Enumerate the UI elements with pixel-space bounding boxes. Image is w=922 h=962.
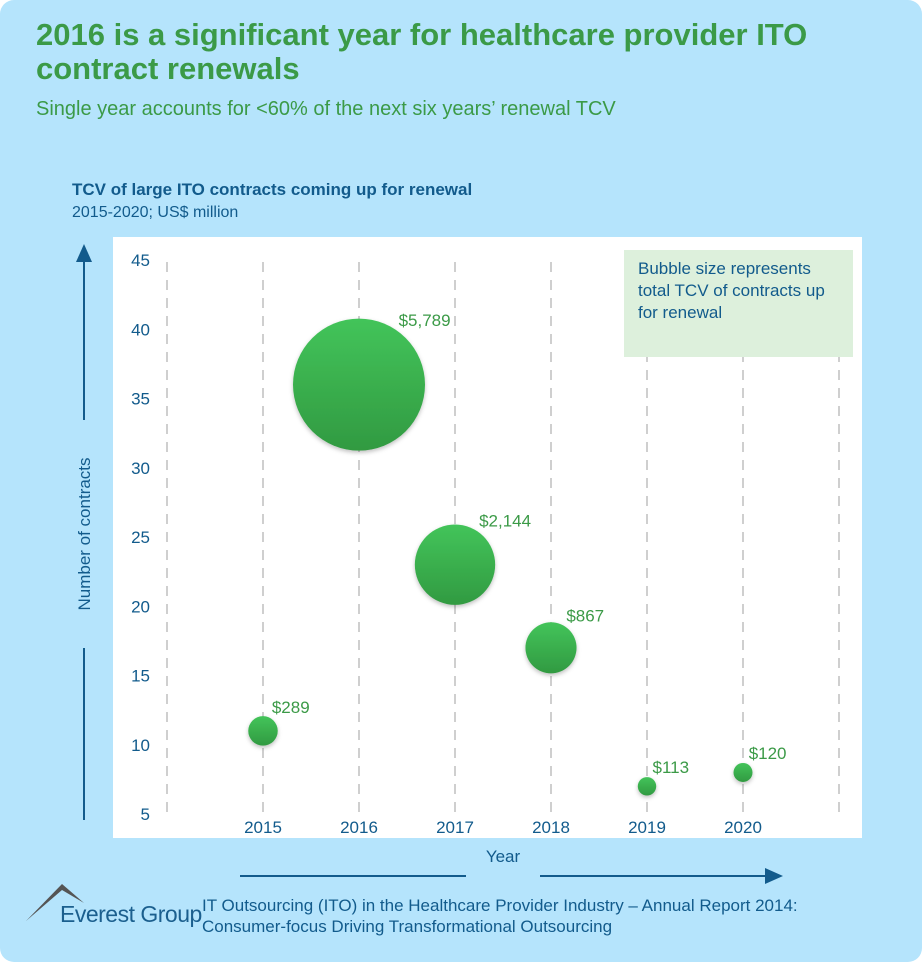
y-tick-label: 25 bbox=[131, 528, 150, 547]
bubble-2018 bbox=[525, 622, 577, 674]
x-tick-label: 2019 bbox=[628, 818, 666, 837]
bubble-size-note: Bubble size represents total TCV of cont… bbox=[624, 250, 853, 357]
data-label: $2,144 bbox=[479, 512, 531, 531]
x-axis-label: Year bbox=[486, 847, 521, 866]
x-tick-label: 2015 bbox=[244, 818, 282, 837]
bubble-2015 bbox=[248, 716, 278, 746]
bubble-2017 bbox=[414, 524, 496, 605]
bubble-2020 bbox=[733, 762, 753, 782]
data-label: $867 bbox=[566, 606, 604, 625]
report-line-1: IT Outsourcing (ITO) in the Healthcare P… bbox=[202, 896, 798, 915]
bubble-2019 bbox=[637, 777, 657, 796]
data-label: $120 bbox=[749, 744, 787, 763]
logo-text: Everest Group bbox=[60, 901, 202, 927]
x-tick-label: 2017 bbox=[436, 818, 474, 837]
x-tick-label: 2020 bbox=[724, 818, 762, 837]
y-tick-label: 15 bbox=[131, 667, 150, 686]
data-label: $113 bbox=[653, 758, 690, 777]
x-tick-label: 2016 bbox=[340, 818, 378, 837]
data-label: $5,789 bbox=[399, 311, 451, 330]
data-label: $289 bbox=[272, 698, 310, 717]
bubble-2016 bbox=[293, 318, 425, 451]
report-citation: IT Outsourcing (ITO) in the Healthcare P… bbox=[202, 895, 798, 937]
y-tick-label: 5 bbox=[141, 805, 150, 824]
y-tick-label: 45 bbox=[131, 251, 150, 270]
everest-logo-icon bbox=[26, 884, 84, 921]
x-tick-label: 2018 bbox=[532, 818, 570, 837]
y-tick-label: 20 bbox=[131, 597, 150, 616]
chart-title: TCV of large ITO contracts coming up for… bbox=[72, 180, 473, 199]
y-tick-label: 40 bbox=[131, 320, 150, 339]
report-line-2: Consumer-focus Driving Transformational … bbox=[202, 917, 613, 936]
page-subtitle: Single year accounts for <60% of the nex… bbox=[36, 98, 616, 120]
page-title: 2016 is a significant year for healthcar… bbox=[36, 17, 808, 86]
y-axis-label: Number of contracts bbox=[75, 457, 94, 610]
y-tick-label: 10 bbox=[131, 736, 150, 755]
y-tick-label: 30 bbox=[131, 459, 150, 478]
chart-subtitle: 2015-2020; US$ million bbox=[72, 204, 239, 221]
y-tick-label: 35 bbox=[131, 390, 150, 409]
